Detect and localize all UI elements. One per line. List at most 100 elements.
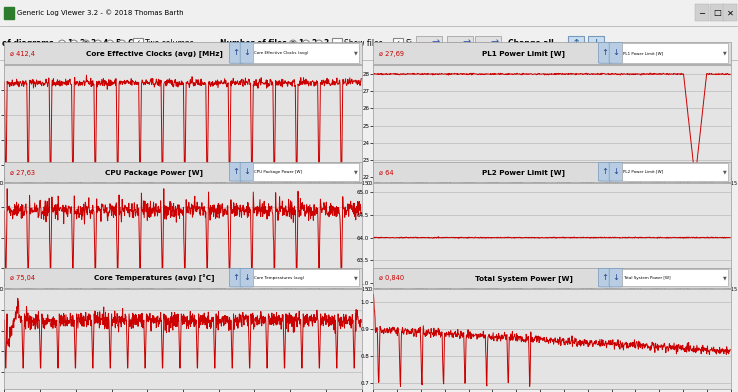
Text: Core Effective Clocks (avg) [MHz]: Core Effective Clocks (avg) [MHz] [86, 50, 223, 57]
Bar [568, 36, 584, 52]
Text: Change all: Change all [508, 39, 554, 48]
Text: ⇄: ⇄ [463, 39, 471, 49]
Text: ↑: ↑ [232, 49, 240, 58]
Text: ↑: ↑ [601, 273, 609, 282]
Text: 6: 6 [127, 39, 132, 48]
Text: ↓: ↓ [613, 49, 619, 58]
FancyBboxPatch shape [253, 269, 359, 287]
Circle shape [84, 42, 88, 45]
Text: ↓: ↓ [244, 167, 250, 176]
FancyBboxPatch shape [599, 269, 612, 287]
Text: ─: ─ [700, 8, 705, 17]
Text: Number of files: Number of files [220, 39, 287, 48]
Text: ↑: ↑ [232, 273, 240, 282]
FancyBboxPatch shape [599, 163, 612, 181]
Bar [332, 38, 342, 50]
Text: ▼: ▼ [354, 169, 358, 174]
FancyBboxPatch shape [230, 269, 243, 287]
FancyBboxPatch shape [4, 162, 362, 182]
Bar [588, 36, 604, 52]
Text: Show files: Show files [344, 39, 383, 48]
Bar [133, 38, 143, 50]
Text: Core Temperatures (avg) [°C]: Core Temperatures (avg) [°C] [94, 274, 215, 282]
Text: Two columns: Two columns [145, 39, 194, 48]
FancyBboxPatch shape [253, 163, 359, 181]
Text: 2: 2 [79, 39, 84, 48]
Bar [4, 7, 14, 19]
Text: ▼: ▼ [354, 275, 358, 280]
Text: PL2 Power Limit [W]: PL2 Power Limit [W] [482, 169, 565, 176]
Circle shape [71, 40, 77, 47]
FancyBboxPatch shape [240, 269, 254, 287]
FancyBboxPatch shape [622, 269, 728, 287]
Text: of diagrams: of diagrams [2, 39, 54, 48]
Bar [447, 36, 473, 52]
Text: CPU Package Power [W]: CPU Package Power [W] [255, 170, 303, 174]
Text: ▼: ▼ [354, 51, 358, 55]
Text: Generic Log Viewer 3.2 - © 2018 Thomas Barth: Generic Log Viewer 3.2 - © 2018 Thomas B… [17, 9, 184, 16]
Circle shape [289, 40, 297, 47]
Text: ⌀ 27,63: ⌀ 27,63 [10, 170, 35, 176]
Text: ⌀ 412,4: ⌀ 412,4 [10, 51, 35, 57]
FancyBboxPatch shape [622, 43, 728, 63]
Text: Core Temperatures (avg): Core Temperatures (avg) [255, 276, 305, 280]
Text: ▼: ▼ [723, 275, 727, 280]
Text: ↓: ↓ [613, 273, 619, 282]
Text: ⌀ 75,04: ⌀ 75,04 [10, 276, 35, 281]
Text: 1: 1 [67, 39, 72, 48]
Text: CPU Package Power [W]: CPU Package Power [W] [106, 169, 204, 176]
FancyBboxPatch shape [373, 268, 731, 288]
Bar [710, 4, 724, 22]
FancyBboxPatch shape [240, 43, 254, 63]
Text: ⌀ 64: ⌀ 64 [379, 170, 393, 176]
Text: Si: Si [406, 39, 413, 48]
Text: PL2 Power Limit [W]: PL2 Power Limit [W] [624, 170, 663, 174]
Bar [723, 4, 737, 22]
Text: ⌀ 27,69: ⌀ 27,69 [379, 51, 404, 57]
FancyBboxPatch shape [230, 43, 243, 63]
Text: ↓: ↓ [613, 167, 619, 176]
FancyBboxPatch shape [622, 163, 728, 181]
Circle shape [316, 40, 323, 47]
Circle shape [106, 40, 114, 47]
FancyBboxPatch shape [230, 163, 243, 181]
Text: ✓: ✓ [134, 39, 142, 48]
Text: ↑: ↑ [232, 167, 240, 176]
Circle shape [303, 40, 309, 47]
Text: ↑: ↑ [601, 167, 609, 176]
Text: ↑: ↑ [571, 39, 581, 49]
Text: ⇄: ⇄ [491, 39, 499, 49]
Text: PL1 Power Limit [W]: PL1 Power Limit [W] [482, 50, 565, 57]
Circle shape [94, 40, 102, 47]
Text: ⌀ 0,840: ⌀ 0,840 [379, 276, 404, 281]
Text: ↓: ↓ [244, 49, 250, 58]
Circle shape [119, 40, 125, 47]
FancyBboxPatch shape [240, 163, 254, 181]
Circle shape [58, 40, 66, 47]
Text: ✕: ✕ [726, 8, 734, 17]
Text: ↓: ↓ [244, 273, 250, 282]
Text: Core Effective Clocks (avg): Core Effective Clocks (avg) [255, 51, 309, 55]
Text: 5: 5 [115, 39, 120, 48]
Text: ✓: ✓ [394, 39, 401, 48]
FancyBboxPatch shape [373, 42, 731, 64]
Text: ▼: ▼ [723, 169, 727, 174]
FancyBboxPatch shape [4, 42, 362, 64]
Text: PL1 Power Limit [W]: PL1 Power Limit [W] [624, 51, 663, 55]
Text: 4: 4 [103, 39, 108, 48]
Circle shape [83, 40, 89, 47]
Text: Total System Power [W]: Total System Power [W] [624, 276, 671, 280]
Text: 1: 1 [298, 39, 303, 48]
FancyBboxPatch shape [609, 163, 623, 181]
Bar [475, 36, 501, 52]
FancyBboxPatch shape [4, 268, 362, 288]
Text: ↑: ↑ [601, 49, 609, 58]
FancyBboxPatch shape [609, 269, 623, 287]
Text: ▼: ▼ [723, 51, 727, 55]
Text: 2: 2 [311, 39, 317, 48]
Bar [393, 38, 403, 50]
FancyBboxPatch shape [599, 43, 612, 63]
Text: 3: 3 [91, 39, 96, 48]
FancyBboxPatch shape [609, 43, 623, 63]
Text: ↓: ↓ [591, 39, 601, 49]
